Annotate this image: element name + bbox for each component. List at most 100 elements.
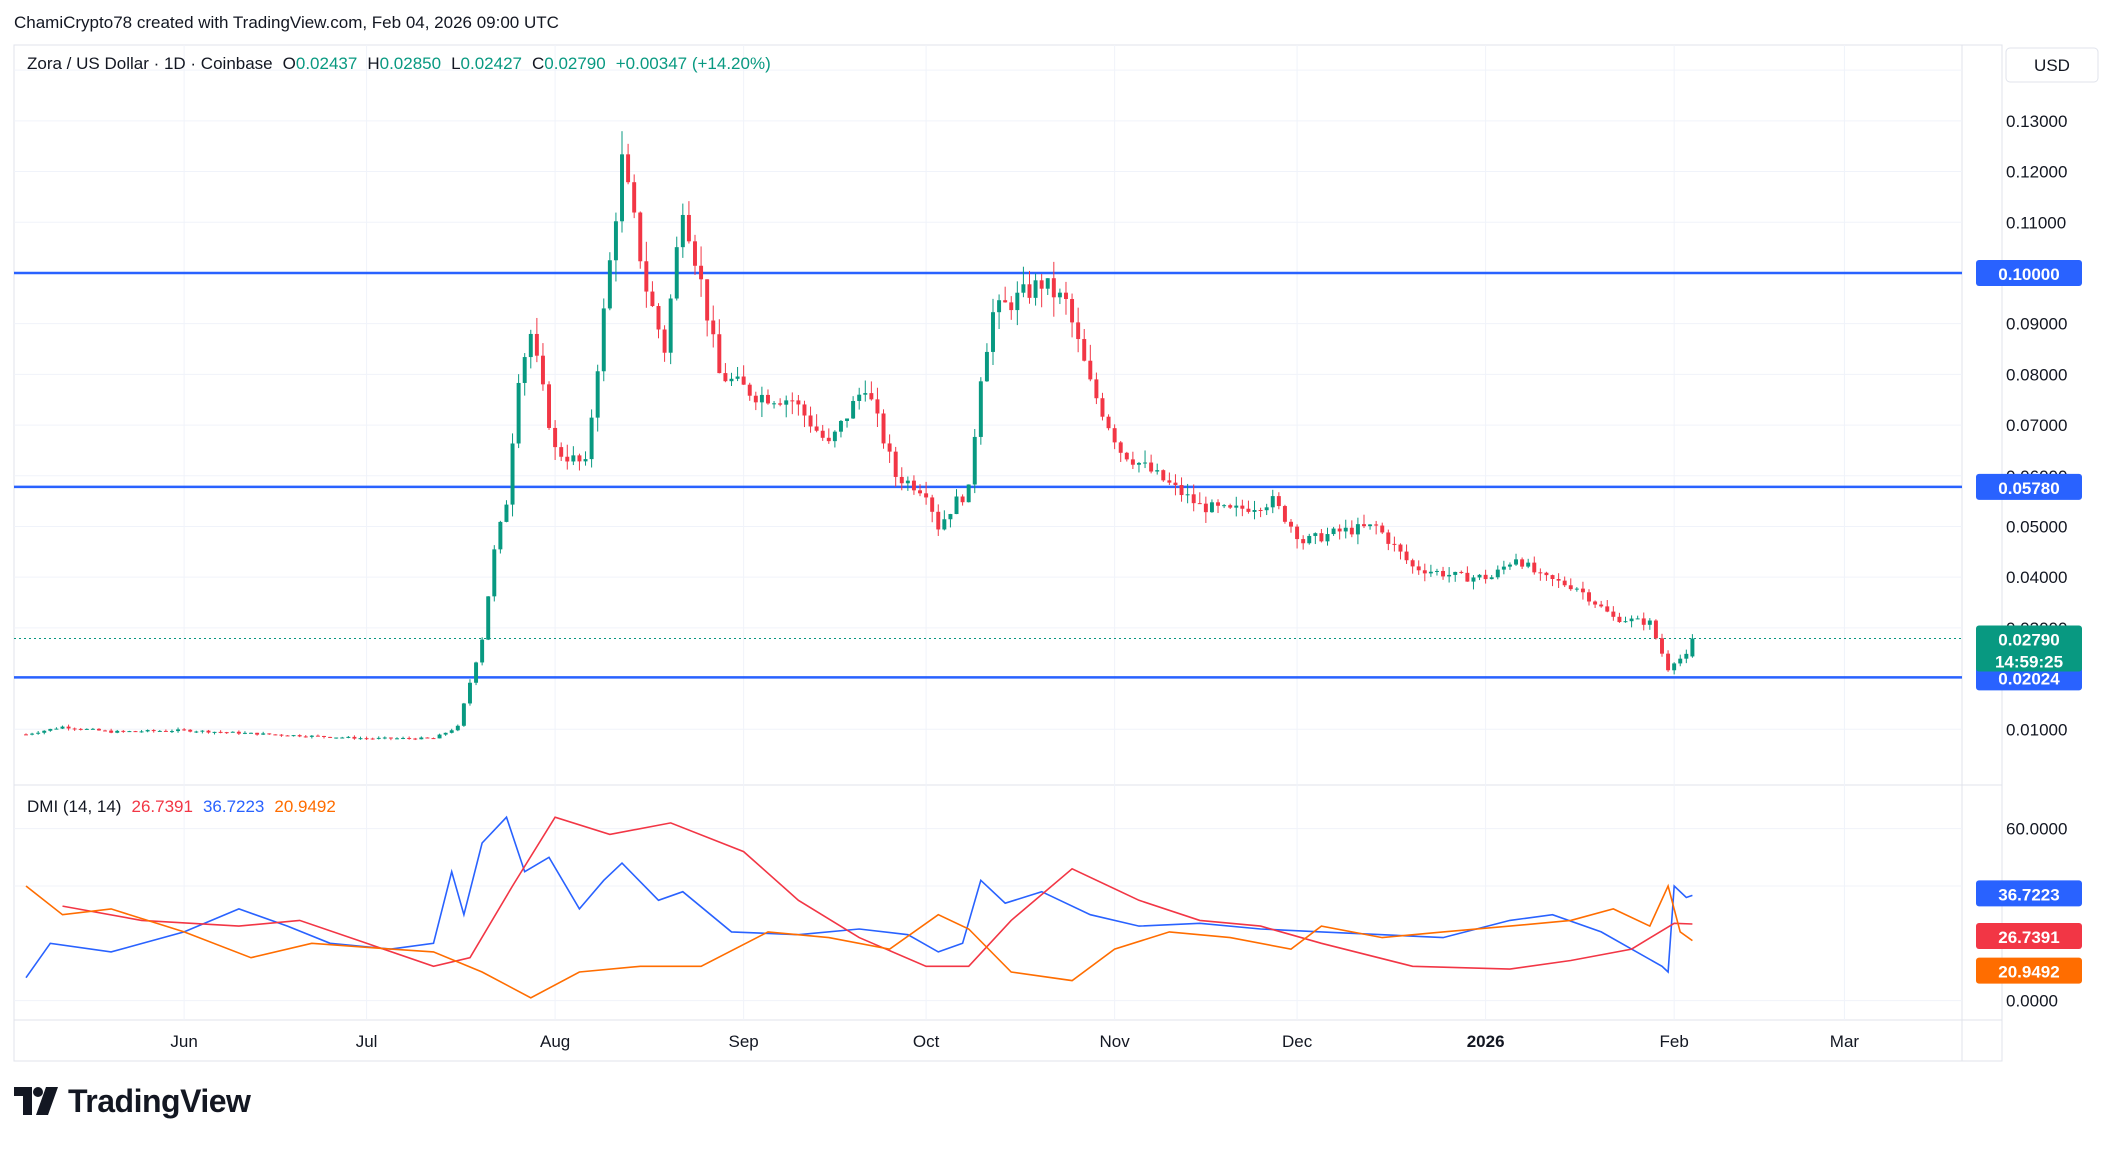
candle-body [1678,658,1683,664]
time-tick-label: Mar [1830,1032,1860,1051]
candle-body [1185,494,1190,496]
candle-body [1580,588,1585,593]
dmi-title: DMI (14, 14) [27,797,121,816]
candle-body [784,400,789,405]
candle-body [620,154,624,222]
adx-tag-text: 20.9492 [1998,963,2059,982]
currency-button[interactable]: USD [2005,47,2099,83]
candle-body [540,355,545,385]
time-tick-label: Jul [356,1032,378,1051]
candle-body [401,737,406,739]
candle-body [188,729,193,732]
price-tags: 0.10000 0.05780 0.02024 0.02790 14:59:25 36.7… [1976,259,2082,984]
currency-button-frame[interactable] [2005,47,2099,83]
candle-body [1289,521,1293,527]
candle-body [984,351,989,382]
candle-body [924,493,929,498]
candle-body [498,521,503,550]
price-tick-label: 0.09000 [2006,315,2067,334]
tradingview-logo-icon [14,1087,58,1115]
candle-body [30,733,35,735]
candle-body [1045,278,1050,289]
candle-body [273,734,278,736]
candle-body [857,394,862,401]
candle-body [887,443,892,452]
candle-body [1617,616,1622,623]
candle-body [36,732,41,734]
candle-body [772,403,777,405]
candle-body [309,735,314,737]
time-tick-label: Jun [170,1032,197,1051]
candle-body [340,737,345,739]
candle-body [1672,663,1677,671]
candle-body [1660,638,1664,654]
candle-body [1538,572,1543,574]
candle-body [997,300,1002,313]
candle-body [212,731,217,733]
candle-body [1076,322,1081,340]
tradingview-logo[interactable]: TradingView [14,1083,251,1119]
price-tick-label: 0.07000 [2006,416,2067,435]
candle-body [1635,618,1640,620]
candle-body [1246,508,1251,512]
candle-body [437,734,442,739]
time-tick-label: Sep [729,1032,759,1051]
candle-body [115,730,120,733]
candle-body [1216,502,1221,506]
level-tag-text: 0.02024 [1998,669,2060,688]
symbol-title: Zora / US Dollar · 1D · Coinbase [27,54,273,73]
candle-body [723,373,728,382]
candle-body [656,306,661,330]
candle-body [589,417,594,460]
price-tick-label: 0.13000 [2006,112,2067,131]
candle-body [1471,577,1476,582]
candle-body [820,430,825,438]
candle-body [1307,535,1312,544]
candle-body [1483,574,1488,580]
candle-body [1593,601,1598,605]
candle-body [826,437,831,442]
candle-body [1136,462,1141,465]
candle-body [693,241,697,266]
candle-body [626,154,631,183]
candle-body [1240,505,1245,509]
candle-body [109,730,114,733]
candle-body [1106,416,1111,429]
candle-body [1465,572,1470,582]
candle-body [869,393,874,400]
candle-body [1276,496,1281,507]
candle-body [370,738,375,740]
candle-body [267,733,272,735]
time-axis: Jun Jul Aug Sep Oct Nov Dec 2026 Feb Mar [170,1032,1859,1051]
candle-body [680,214,685,248]
candle-body [583,459,588,462]
candle-body [455,725,460,731]
candle-body [1179,485,1184,496]
candle-body [60,726,65,729]
level-tag-text: 0.05780 [1998,479,2059,498]
candle-body [334,737,339,739]
candle-body [1684,653,1689,659]
candle-body [1392,543,1397,545]
candle-body [1514,559,1519,565]
candle-body [163,730,168,732]
candle-body [200,730,205,732]
candle-body [1325,534,1330,542]
candle-body [1222,505,1227,507]
currency-button-label[interactable]: USD [2034,56,2070,75]
candle-body [832,431,837,442]
candle-body [1374,524,1379,526]
candle-body [1447,574,1452,577]
candle-body [322,735,326,737]
low-label: L [451,54,460,73]
candle-body [1666,653,1671,671]
dmi-line-dmi_plus [25,815,1693,979]
candle-body [72,728,77,730]
candle-body [1574,588,1579,590]
candle-body [425,737,430,739]
candle-body [1191,494,1196,504]
high-label: H [367,54,379,73]
candle-body [1629,618,1634,622]
candle-body [285,735,290,737]
close-label: C [532,54,544,73]
